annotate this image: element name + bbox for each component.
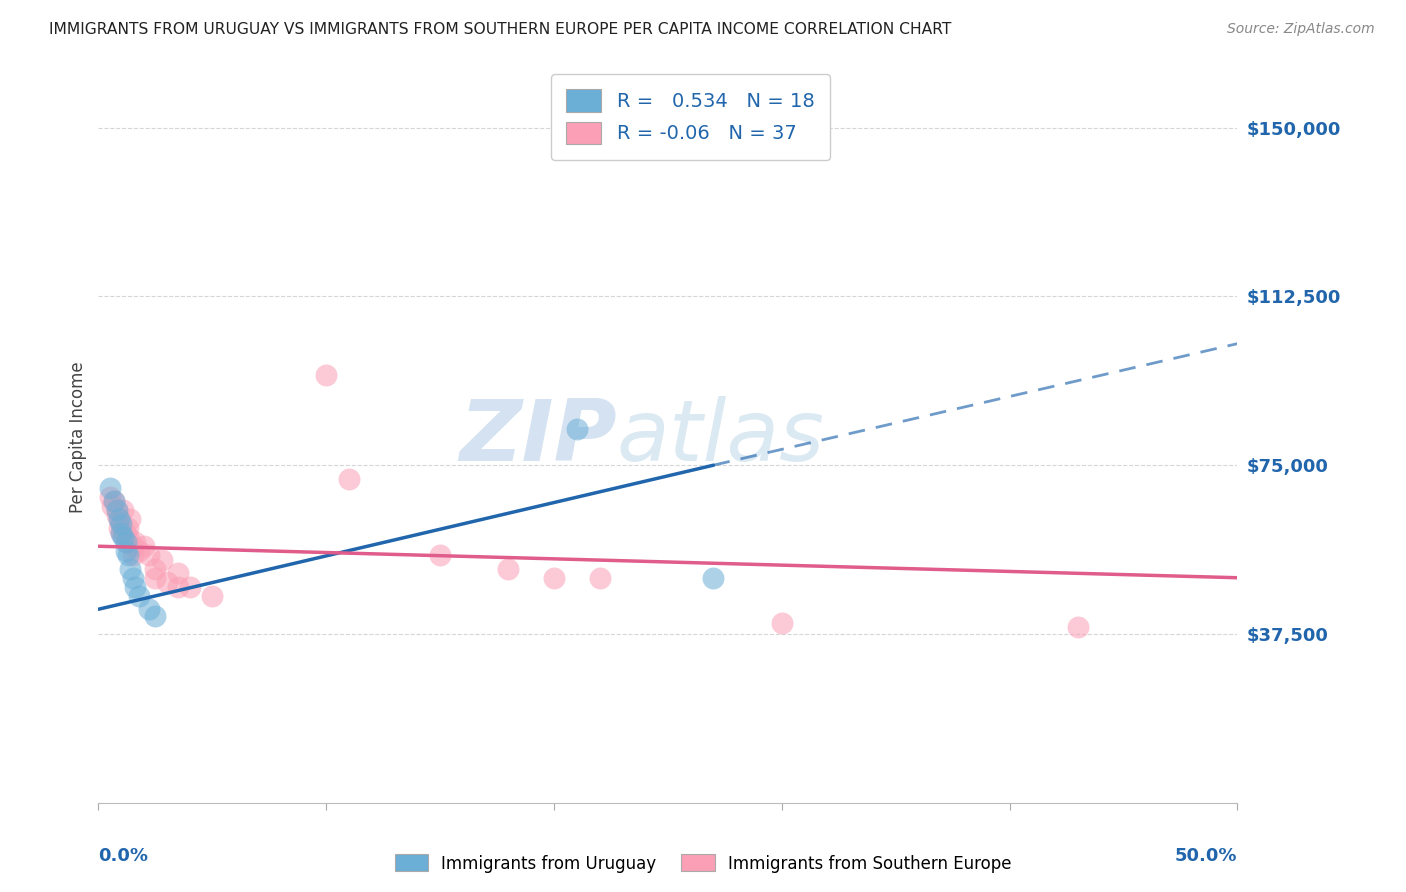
Point — [108, 512, 131, 526]
Point — [128, 589, 150, 603]
Point — [179, 580, 201, 594]
Point — [103, 494, 125, 508]
Point — [112, 503, 135, 517]
Point — [114, 525, 136, 540]
Point — [145, 609, 167, 624]
Point — [117, 521, 139, 535]
Point — [201, 589, 224, 603]
Point — [337, 472, 360, 486]
Point — [110, 516, 132, 531]
Text: ZIP: ZIP — [458, 395, 617, 479]
Point — [588, 571, 610, 585]
Point — [105, 503, 128, 517]
Text: 50.0%: 50.0% — [1175, 847, 1237, 864]
Point — [108, 512, 131, 526]
Point — [101, 499, 124, 513]
Point — [498, 562, 520, 576]
Text: IMMIGRANTS FROM URUGUAY VS IMMIGRANTS FROM SOUTHERN EUROPE PER CAPITA INCOME COR: IMMIGRANTS FROM URUGUAY VS IMMIGRANTS FR… — [49, 22, 952, 37]
Point — [121, 539, 143, 553]
Point — [103, 494, 125, 508]
Point — [105, 508, 128, 522]
Point — [108, 521, 131, 535]
Y-axis label: Per Capita Income: Per Capita Income — [69, 361, 87, 513]
Point — [145, 562, 167, 576]
Point — [565, 422, 588, 436]
Point — [138, 548, 160, 562]
Point — [145, 571, 167, 585]
Point — [98, 481, 121, 495]
Point — [105, 503, 128, 517]
Point — [128, 543, 150, 558]
Point — [702, 571, 724, 585]
Point — [132, 539, 155, 553]
Point — [429, 548, 451, 562]
Point — [121, 548, 143, 562]
Point — [120, 562, 142, 576]
Point — [315, 368, 337, 383]
Point — [117, 548, 139, 562]
Point — [114, 534, 136, 549]
Point — [114, 534, 136, 549]
Point — [110, 516, 132, 531]
Point — [120, 512, 142, 526]
Point — [1067, 620, 1090, 634]
Legend: R =   0.534   N = 18, R = -0.06   N = 37: R = 0.534 N = 18, R = -0.06 N = 37 — [551, 74, 831, 160]
Point — [121, 571, 143, 585]
Point — [124, 580, 146, 594]
Legend: Immigrants from Uruguay, Immigrants from Southern Europe: Immigrants from Uruguay, Immigrants from… — [388, 847, 1018, 880]
Point — [124, 534, 146, 549]
Point — [167, 580, 190, 594]
Text: Source: ZipAtlas.com: Source: ZipAtlas.com — [1227, 22, 1375, 37]
Point — [543, 571, 565, 585]
Point — [156, 575, 179, 590]
Point — [138, 602, 160, 616]
Text: 0.0%: 0.0% — [98, 847, 149, 864]
Point — [98, 490, 121, 504]
Text: atlas: atlas — [617, 395, 824, 479]
Point — [117, 530, 139, 544]
Point — [770, 615, 793, 630]
Point — [150, 553, 173, 567]
Point — [167, 566, 190, 581]
Point — [114, 543, 136, 558]
Point — [112, 530, 135, 544]
Point — [110, 525, 132, 540]
Point — [110, 525, 132, 540]
